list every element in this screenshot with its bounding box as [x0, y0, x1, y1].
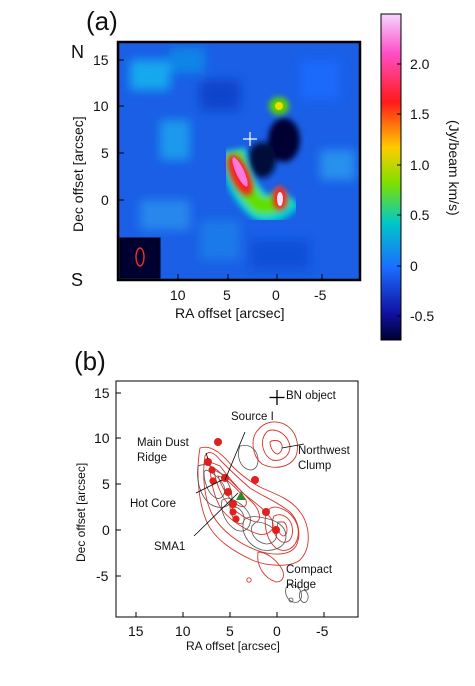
label-sma1: SMA1 — [154, 541, 186, 553]
b-xtick-neg5: -5 — [316, 623, 329, 639]
cbar-tick-neg0.5: -0.5 — [410, 308, 435, 324]
label-hot-core: Hot Core — [130, 498, 177, 510]
label-main-dust-line1: Main Dust — [137, 437, 189, 449]
cbar-tick-1.0: 1.0 — [410, 157, 430, 173]
cbar-tick-0.5: 0.5 — [410, 207, 430, 223]
beam-box — [119, 237, 161, 279]
label-bn-object: BN object — [286, 390, 336, 402]
label-northwest-line2: Clump — [298, 460, 332, 472]
panel-a-label: (a) — [86, 6, 118, 36]
cbar-tick-2.0: 2.0 — [410, 56, 430, 72]
beam-ellipse — [135, 247, 145, 267]
b-xtick-0: 0 — [273, 623, 281, 639]
a-xtick-0: 0 — [272, 287, 280, 303]
b-ytick-0: 0 — [102, 522, 110, 538]
a-ytick-15: 15 — [93, 52, 109, 68]
a-xtick-10: 10 — [170, 287, 186, 303]
label-northwest-line1: Northwest — [298, 445, 350, 457]
b-xtick-5: 5 — [226, 623, 234, 639]
a-ytick-10: 10 — [93, 98, 109, 114]
cbar-tick-0: 0 — [410, 258, 418, 274]
south-label: S — [71, 270, 84, 290]
colorbar — [380, 13, 402, 341]
label-compact-line1: Compact — [286, 564, 333, 576]
b-xtick-10: 10 — [175, 623, 191, 639]
label-source-i: Source I — [231, 411, 274, 423]
a-ytick-5: 5 — [101, 145, 109, 161]
b-xtick-15: 15 — [128, 623, 144, 639]
b-ylabel: Dec offset [arcsec] — [74, 462, 88, 562]
a-xtick-neg5: -5 — [314, 287, 327, 303]
sma1-marker — [236, 491, 246, 500]
a-xlabel: RA offset [arcsec] — [175, 305, 285, 321]
a-xtick-5: 5 — [223, 287, 231, 303]
label-main-dust-line2: Ridge — [137, 452, 168, 464]
a-ytick-0: 0 — [101, 192, 109, 208]
cbar-tick-1.5: 1.5 — [410, 106, 430, 122]
b-ytick-neg5: -5 — [96, 568, 109, 584]
panel-b-label: (b) — [74, 346, 106, 376]
north-label: N — [71, 42, 84, 62]
label-compact-line2: Ridge — [286, 579, 317, 591]
b-xlabel: RA offset [arcsec] — [186, 639, 280, 653]
b-ytick-15: 15 — [94, 385, 110, 401]
b-ytick-10: 10 — [94, 430, 110, 446]
b-ytick-5: 5 — [102, 476, 110, 492]
